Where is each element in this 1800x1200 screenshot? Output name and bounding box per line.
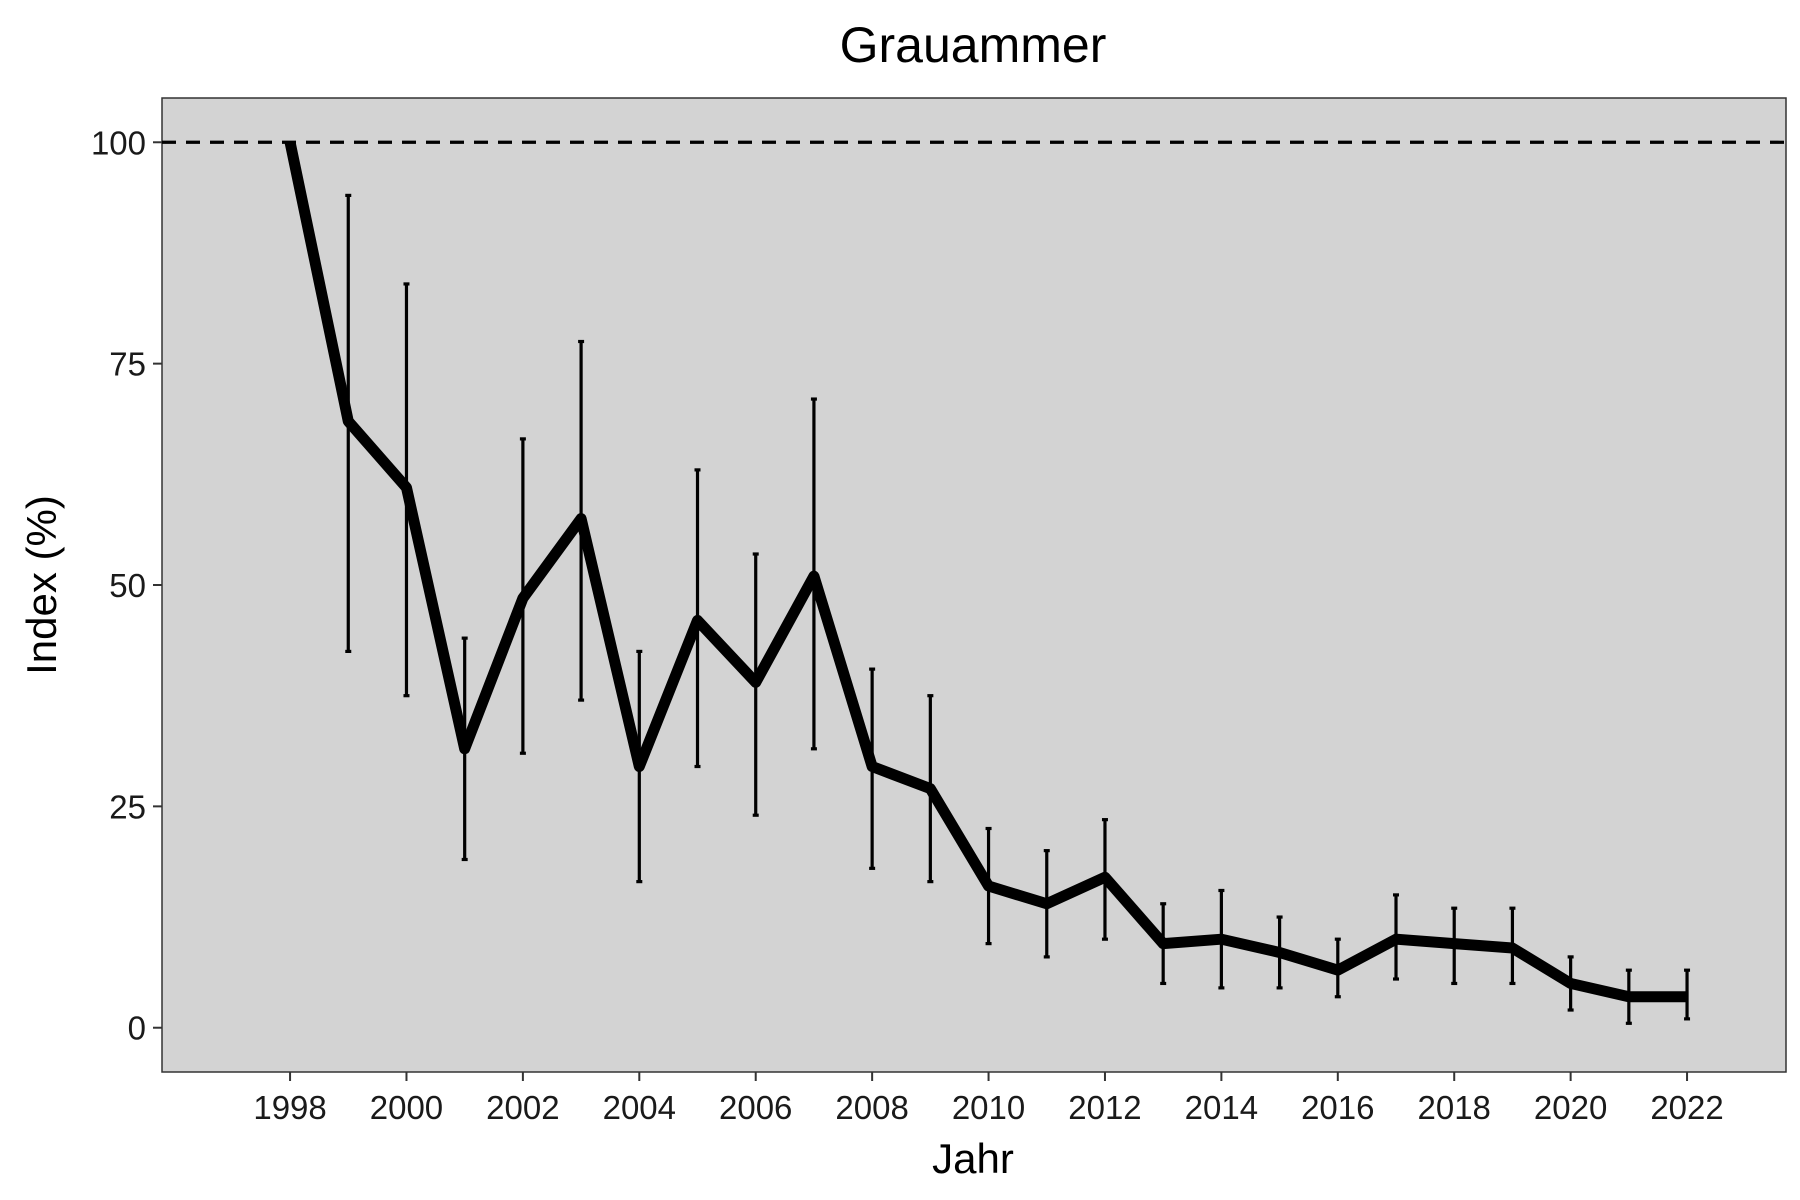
y-tick-label: 0	[128, 1010, 146, 1047]
x-axis: 1998 2000 2002 2004 2006 2008 2010 2012 2014 2016…	[253, 1072, 1724, 1126]
x-tick-label: 2008	[835, 1089, 908, 1126]
series-line	[284, 141, 1688, 1003]
x-tick-label: 2016	[1301, 1089, 1374, 1126]
y-tick-label: 75	[109, 346, 146, 383]
x-tick-label: 1998	[253, 1089, 326, 1126]
x-tick-label: 2006	[719, 1089, 792, 1126]
chart-title: Grauammer	[840, 17, 1107, 73]
x-tick-label: 2022	[1650, 1089, 1723, 1126]
x-tick-label: 2014	[1185, 1089, 1258, 1126]
y-axis-title: Index (%)	[18, 495, 65, 675]
y-axis: 0 25 50 75 100	[91, 124, 162, 1047]
x-tick-label: 2000	[370, 1089, 443, 1126]
x-axis-title: Jahr	[932, 1135, 1014, 1182]
x-tick-label: 2002	[486, 1089, 559, 1126]
y-tick-label: 25	[109, 788, 146, 825]
series-line-layer	[284, 141, 1688, 1003]
y-tick-label: 100	[91, 124, 146, 161]
x-tick-label: 2020	[1534, 1089, 1607, 1126]
x-tick-label: 2004	[603, 1089, 676, 1126]
x-tick-label: 2018	[1418, 1089, 1491, 1126]
x-tick-label: 2012	[1068, 1089, 1141, 1126]
y-tick-label: 50	[109, 567, 146, 604]
x-tick-label: 2010	[952, 1089, 1025, 1126]
